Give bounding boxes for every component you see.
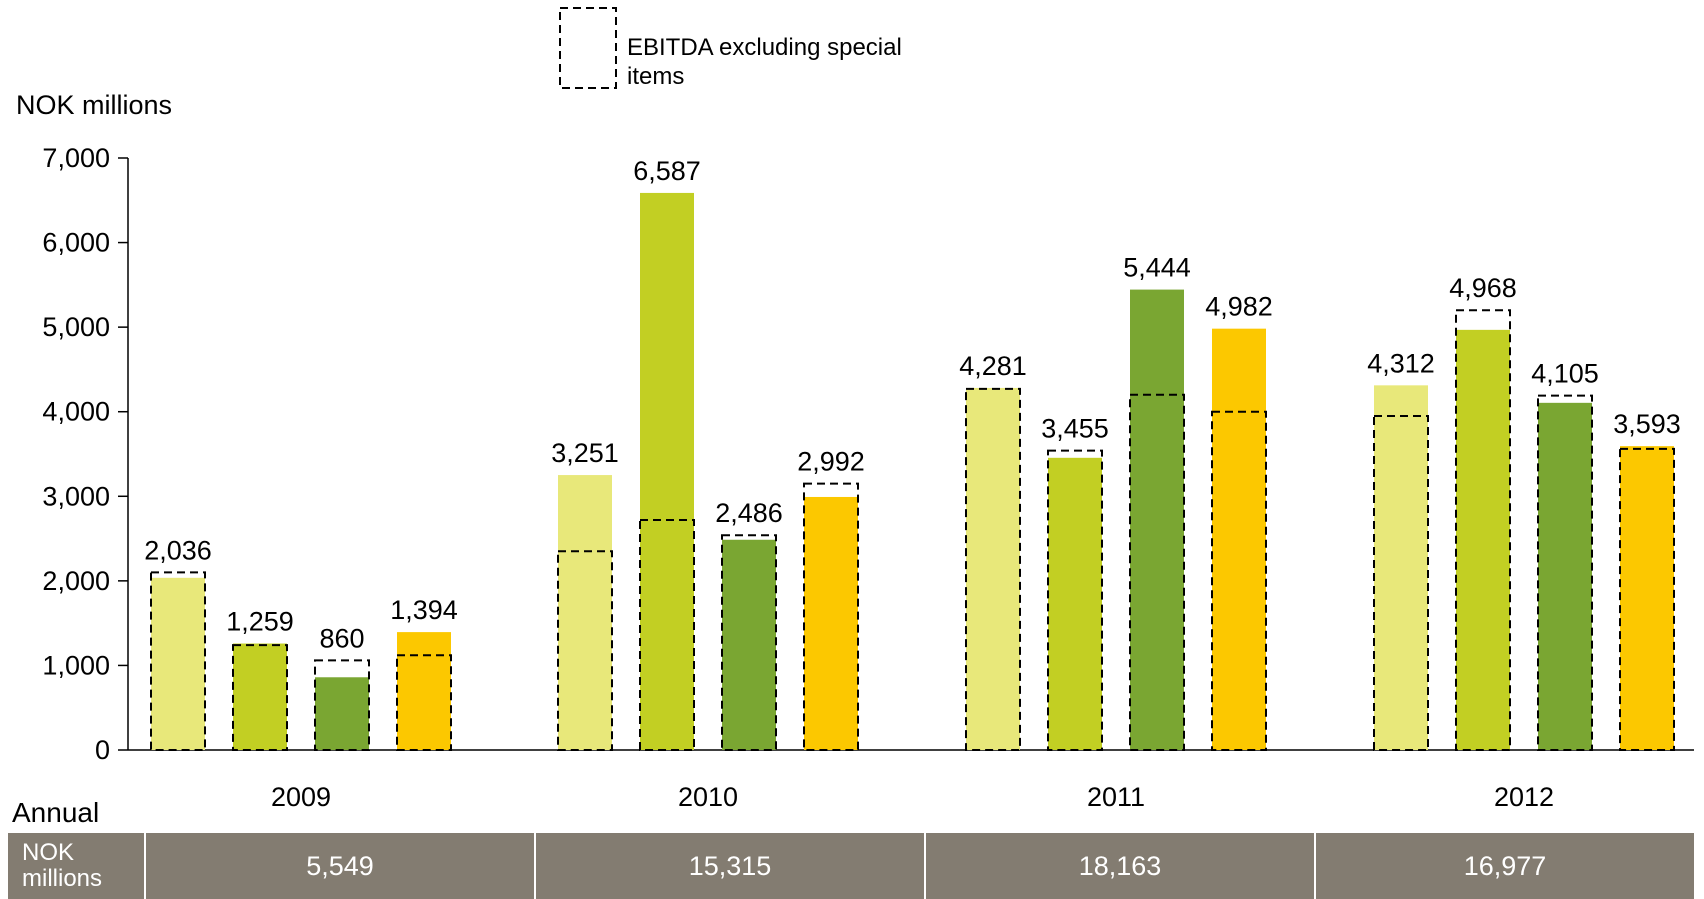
x-tick-label: 2009 [271, 782, 331, 812]
bar-value-label: 3,251 [551, 438, 619, 468]
bar-value-label: 1,394 [390, 595, 458, 625]
x-tick-label: 2010 [678, 782, 738, 812]
ebitda-excl-special-2011-1 [965, 387, 1021, 751]
annual-label: Annual [12, 797, 100, 828]
legend-swatch [559, 7, 617, 89]
bar-2009-1 [151, 577, 205, 750]
bar-2012-1 [1374, 385, 1428, 750]
y-tick-label: 7,000 [42, 143, 110, 173]
bar-value-label: 2,036 [144, 535, 212, 565]
bar-2010-1 [558, 475, 612, 750]
ebitda-excl-special-2011-4 [1211, 410, 1267, 751]
ebitda-excl-special-2009-1 [150, 571, 206, 752]
ebitda-excl-special-2010-4 [803, 482, 859, 751]
bar-value-label: 4,312 [1367, 348, 1435, 378]
ebitda-excl-special-2012-3 [1537, 394, 1593, 751]
y-tick-label: 3,000 [42, 481, 110, 511]
x-tick-label: 2012 [1494, 782, 1554, 812]
bar-2009-2 [233, 643, 287, 750]
bar-value-label: 4,281 [959, 351, 1027, 381]
y-tick-label: 4,000 [42, 397, 110, 427]
ebitda-excl-special-2009-4 [396, 654, 452, 752]
bar-2010-3 [722, 539, 776, 750]
ebitda-excl-special-2009-3 [314, 659, 370, 752]
bar-2011-2 [1048, 457, 1102, 750]
bar-value-label: 2,992 [797, 447, 865, 477]
bars: 2,036 1,259 860 1,394 3,251 6,587 2,486 2,992 4,… [144, 156, 1681, 752]
ebitda-excl-special-2010-2 [639, 518, 695, 751]
bar-value-label: 3,593 [1613, 409, 1681, 439]
ebitda-excl-special-2011-3 [1129, 393, 1185, 751]
bar-value-label: 860 [319, 623, 364, 653]
y-tick-label: 1,000 [42, 650, 110, 680]
bar-2010-4 [804, 496, 858, 750]
y-tick-label: 0 [95, 735, 110, 765]
axes [127, 158, 1694, 751]
bar-value-label: 1,259 [226, 607, 294, 637]
ebitda-excl-special-2012-4 [1619, 447, 1675, 751]
bar-2011-4 [1212, 328, 1266, 750]
bar-2011-3 [1130, 289, 1184, 750]
bar-value-label: 5,444 [1123, 253, 1191, 283]
y-tick-label: 5,000 [42, 312, 110, 342]
annual-value-2010: 15,315 [536, 833, 926, 899]
bar-2012-4 [1620, 446, 1674, 750]
bar-value-label: 4,968 [1449, 273, 1517, 303]
ebitda-bar-chart: EBITDA excluding special items NOK milli… [16, 7, 1694, 812]
ebitda-excl-special-2012-1 [1373, 414, 1429, 751]
ebitda-excl-special-2010-3 [721, 534, 777, 752]
annual-row-header-line2: millions [22, 865, 103, 892]
bar-value-label: 4,105 [1531, 359, 1599, 389]
annual-row-header-line1: NOK [22, 839, 75, 866]
y-tick-label: 2,000 [42, 566, 110, 596]
ebitda-excl-special-2009-2 [232, 644, 288, 751]
bar-value-label: 4,982 [1205, 292, 1273, 322]
bar-2009-3 [315, 677, 369, 750]
annual-value-2011: 18,163 [926, 833, 1316, 899]
annual-value-2009: 5,549 [146, 833, 536, 899]
bar-value-label: 2,486 [715, 498, 783, 528]
bar-2009-4 [397, 632, 451, 750]
x-tick-label: 2011 [1087, 782, 1145, 812]
annual-table: NOK millions 5,549 15,315 18,163 16,977 [8, 833, 1704, 899]
y-axis-label: NOK millions [16, 90, 172, 120]
annual-value-2012: 16,977 [1316, 833, 1694, 899]
bar-2010-2 [640, 192, 694, 751]
ebitda-excl-special-2012-2 [1455, 309, 1511, 751]
ebitda-excl-special-2011-2 [1047, 449, 1103, 751]
bar-value-label: 3,455 [1041, 414, 1109, 444]
bar-value-label: 6,587 [633, 156, 701, 186]
x-labels: 2009 2010 2011 2012 [271, 782, 1554, 812]
bar-2011-1 [966, 387, 1020, 750]
annual-row-header: NOK millions [8, 833, 146, 899]
ebitda-excl-special-2010-1 [557, 550, 613, 751]
legend: EBITDA excluding special items [559, 7, 902, 90]
y-tick-label: 6,000 [42, 228, 110, 258]
legend-text-line1: EBITDA excluding special [627, 34, 902, 61]
bar-2012-2 [1456, 329, 1510, 750]
y-ticks: 0 1,000 2,000 3,000 4,000 5,000 6,000 7,000 [42, 143, 128, 765]
bar-2012-3 [1538, 402, 1592, 750]
legend-text-line2: items [627, 63, 684, 90]
